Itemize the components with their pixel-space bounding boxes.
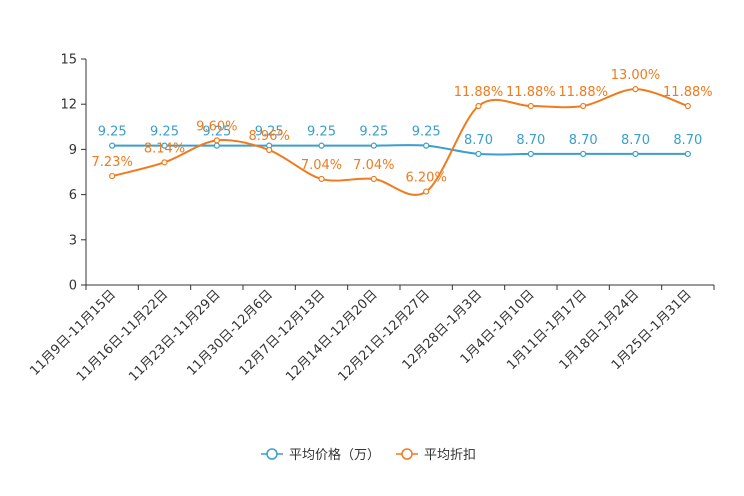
data-label-0: 9.25	[202, 125, 231, 140]
data-label-1: 11.88%	[506, 85, 556, 100]
y-tick-label: 0	[69, 279, 77, 294]
data-label-0: 9.25	[307, 125, 336, 140]
x-tick-label: 11月9日-11月15日	[27, 287, 119, 379]
y-tick-label: 6	[69, 188, 77, 203]
data-label-1: 7.04%	[301, 158, 342, 173]
x-tick-label: 11月23日-11月29日	[126, 287, 223, 384]
series-point-0[interactable]	[213, 142, 220, 149]
series-point-0[interactable]	[161, 142, 168, 149]
data-label-0: 9.25	[98, 125, 127, 140]
legend-label: 平均折扣	[424, 448, 476, 463]
data-label-1: 8.14%	[144, 141, 185, 156]
data-label-0: 8.70	[673, 133, 702, 148]
series-point-0[interactable]	[684, 150, 691, 158]
x-tick-label: 12月21日-12月27日	[336, 287, 433, 384]
series-point-1[interactable]	[318, 175, 325, 183]
series-point-0[interactable]	[109, 142, 116, 149]
series-line-0	[112, 144, 688, 156]
data-label-0: 8.70	[569, 133, 598, 148]
series-point-1[interactable]	[370, 175, 377, 183]
legend-item-1[interactable]: 平均折扣	[396, 448, 476, 463]
data-label-0: 9.25	[150, 125, 179, 140]
series-point-1[interactable]	[109, 172, 116, 180]
data-label-0: 9.25	[359, 125, 388, 140]
data-label-0: 8.70	[621, 133, 650, 148]
legend[interactable]: 平均价格（万） 平均折扣	[261, 447, 476, 463]
series-layer	[109, 86, 691, 196]
legend-circle-icon	[266, 448, 278, 460]
series-point-1[interactable]	[684, 102, 691, 110]
series-point-0[interactable]	[527, 150, 534, 158]
series-point-0[interactable]	[632, 150, 639, 158]
data-label-1: 7.04%	[353, 158, 394, 173]
data-label-1: 13.00%	[611, 68, 661, 83]
series-point-1[interactable]	[266, 146, 273, 154]
axes: 0 3 6 9 12 15 11月9日-11月15日11月16日-11月22日11月23日-…	[27, 53, 715, 385]
y-tick-label: 3	[69, 233, 77, 248]
data-label-1: 8.96%	[249, 129, 290, 144]
series-point-0[interactable]	[370, 142, 377, 149]
data-label-1: 7.23%	[92, 155, 133, 170]
data-label-0: 9.25	[255, 125, 284, 140]
series-point-1[interactable]	[423, 188, 430, 195]
legend-label: 平均价格（万）	[289, 447, 380, 463]
legend-item-0[interactable]: 平均价格（万）	[261, 447, 380, 463]
x-tick-label: 12月14日-12月20日	[283, 287, 380, 384]
y-tick-label: 15	[60, 53, 77, 68]
data-label-0: 9.25	[412, 125, 441, 140]
data-label-0: 8.70	[516, 133, 545, 148]
series-point-1[interactable]	[527, 102, 534, 110]
x-tick-label: 11月16日-11月22日	[74, 287, 171, 384]
y-tick-label: 12	[60, 98, 77, 113]
series-point-1[interactable]	[580, 102, 587, 110]
series-point-0[interactable]	[423, 142, 430, 149]
series-point-0[interactable]	[318, 142, 325, 149]
data-label-1: 11.88%	[558, 85, 608, 100]
series-point-1[interactable]	[161, 159, 168, 166]
data-label-1: 11.88%	[454, 85, 504, 100]
series-point-1[interactable]	[475, 102, 482, 110]
data-labels: 9.25 9.25 9.25 9.25 9.25 9.25 9.25 8.70 8.70 8.70…	[92, 68, 713, 185]
legend-circle-icon	[401, 448, 413, 460]
series-point-1[interactable]	[632, 86, 639, 93]
data-label-0: 8.70	[464, 133, 493, 148]
data-label-1: 6.20%	[406, 171, 447, 186]
series-line-1	[111, 88, 689, 196]
series-point-1[interactable]	[213, 137, 220, 144]
y-tick-label: 9	[69, 143, 77, 158]
series-point-0[interactable]	[580, 150, 587, 158]
series-point-0[interactable]	[475, 150, 482, 158]
data-label-1: 11.88%	[663, 85, 713, 100]
data-label-1: 9.60%	[196, 119, 237, 134]
